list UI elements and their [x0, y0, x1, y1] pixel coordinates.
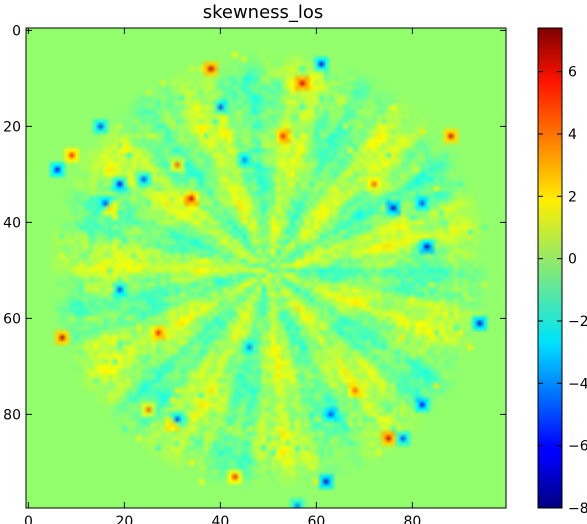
colorbar-tick-label: 4: [568, 127, 577, 143]
y-tick-label: 80: [3, 407, 21, 423]
y-tick-label: 60: [3, 311, 21, 327]
y-tick-label: 40: [3, 215, 21, 231]
colorbar-tick-label: −6: [568, 439, 587, 455]
colorbar-tick-label: −2: [568, 314, 587, 330]
heatmap-plot-area: [25, 27, 507, 509]
colorbar-tick-label: 6: [568, 65, 577, 81]
plot-frame: [25, 27, 507, 509]
heatmap-image: [26, 28, 506, 508]
colorbar-tick-label: −8: [568, 501, 587, 517]
x-axis: 0 20 40 60 80: [24, 28, 421, 524]
colorbar-tick-label: 2: [568, 189, 577, 205]
x-tick-label: 60: [307, 514, 325, 524]
x-tick-label: 80: [403, 514, 421, 524]
x-tick-label: 40: [211, 514, 229, 524]
x-tick-label: 20: [115, 514, 133, 524]
y-tick-label: 20: [3, 119, 21, 135]
x-tick-label: 0: [24, 514, 33, 524]
chart-title: skewness_los: [203, 2, 324, 23]
colorbar-gradient: [537, 27, 563, 509]
y-axis: 0 20 40 60 80: [3, 23, 506, 423]
colorbar-ticks: −8 −6 −4 −2 0 2 4 6: [538, 65, 587, 517]
y-tick-label: 0: [12, 23, 21, 39]
colorbar: −8 −6 −4 −2 0 2 4 6: [537, 27, 587, 517]
colorbar-tick-label: −4: [568, 376, 587, 392]
colorbar-tick-label: 0: [568, 252, 577, 268]
